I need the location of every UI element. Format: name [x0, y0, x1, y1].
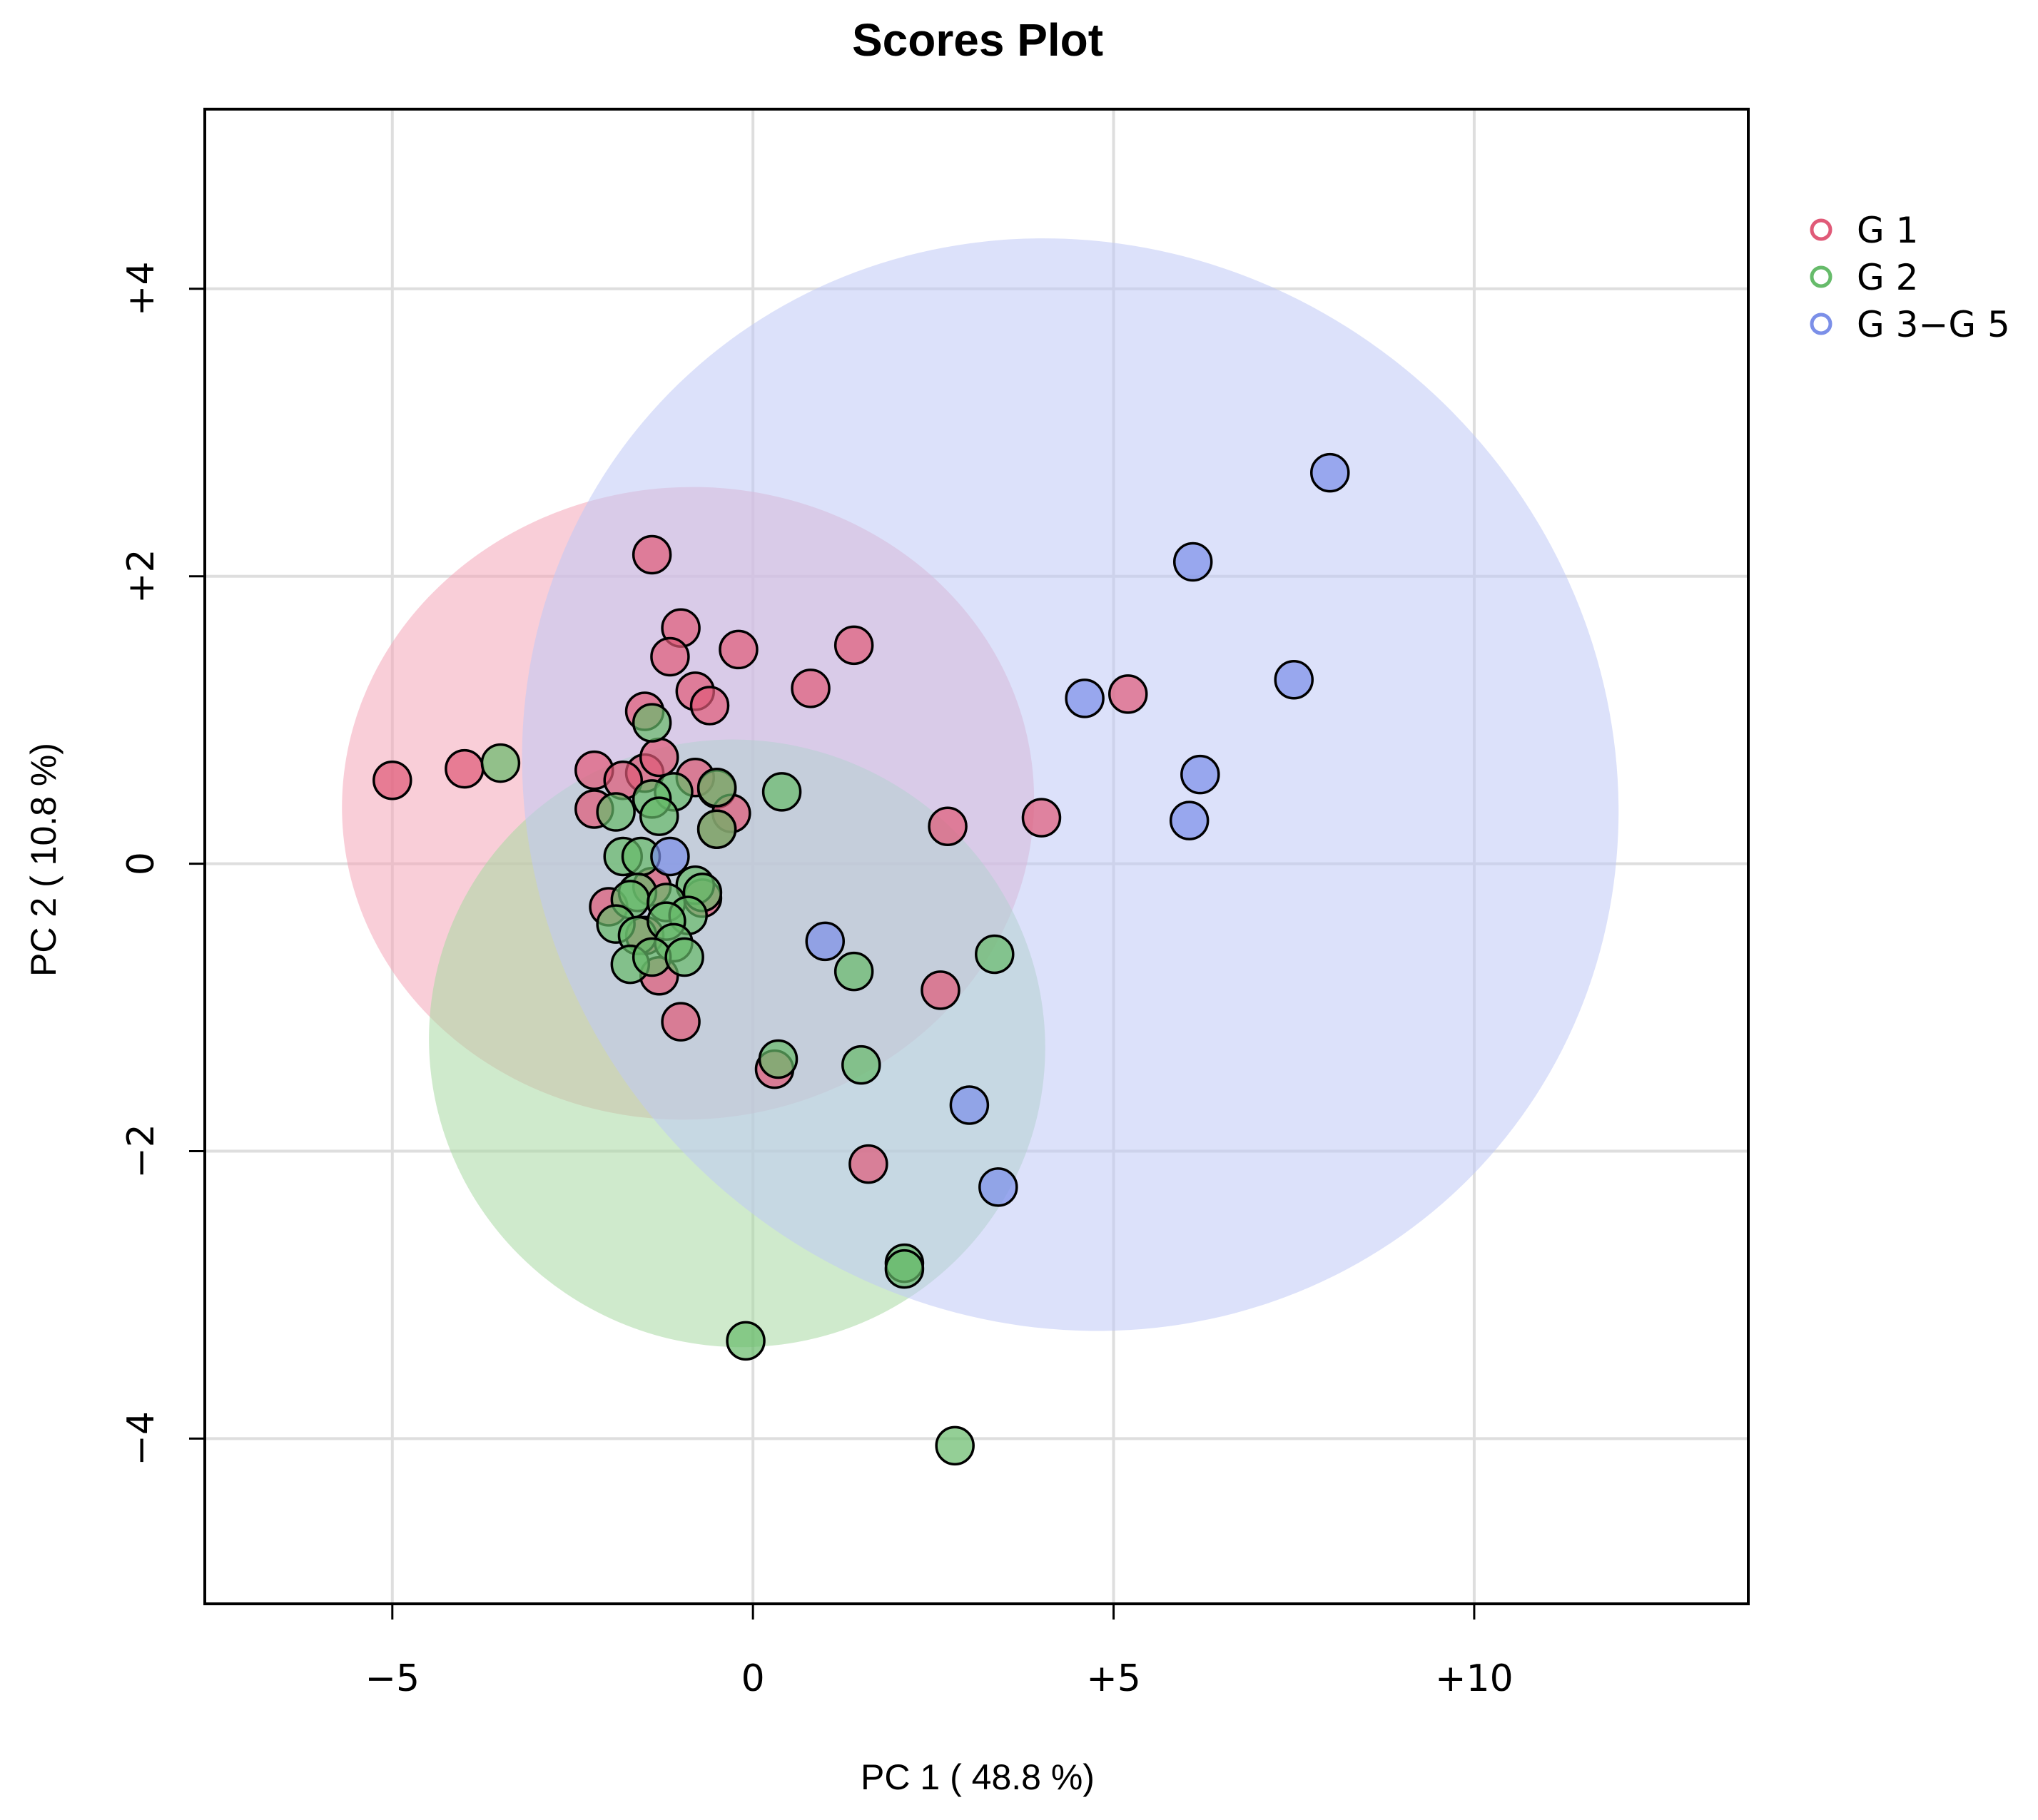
data-point: [726, 1321, 766, 1361]
confidence-ellipse: [522, 238, 1619, 1331]
data-point: [689, 686, 730, 726]
data-point: [758, 1039, 799, 1079]
data-point: [791, 668, 831, 708]
data-point: [1180, 754, 1220, 795]
data-point: [719, 629, 759, 670]
data-point: [639, 796, 679, 836]
data-point: [1065, 678, 1105, 718]
y-tick-label: −4: [120, 1411, 163, 1466]
y-tick-label: +2: [120, 549, 163, 604]
x-tick-label: +10: [1435, 1657, 1514, 1700]
confidence-ellipses: [342, 238, 1619, 1348]
plot-frame: [203, 108, 1750, 1605]
legend-marker: [1810, 312, 1832, 335]
data-point: [596, 792, 636, 832]
data-point: [921, 970, 960, 1010]
data-point: [650, 636, 690, 677]
x-tick-label: −5: [365, 1657, 420, 1700]
y-tick-label: 0: [120, 852, 163, 875]
data-point: [841, 1044, 881, 1085]
data-point: [833, 625, 874, 666]
data-point: [1274, 659, 1314, 700]
data-point: [935, 1425, 975, 1466]
data-point: [1021, 798, 1062, 838]
legend: G 1 G 2 G 3−G 5: [1810, 210, 2010, 345]
data-point: [480, 743, 521, 783]
data-point: [445, 748, 485, 789]
data-point: [639, 737, 679, 778]
chart-title: Scores Plot: [852, 14, 1103, 66]
legend-label: G 2: [1857, 257, 1918, 298]
legend-label: G 1: [1857, 210, 1918, 251]
legend-label: G 3−G 5: [1857, 304, 2010, 345]
data-point: [664, 937, 704, 977]
y-axis-title: PC 2 ( 10.8 %): [24, 743, 64, 977]
data-point: [978, 1167, 1018, 1207]
x-axis-title: PC 1 ( 48.8 %): [861, 1757, 1095, 1797]
data-point: [696, 809, 737, 849]
data-point: [949, 1085, 990, 1125]
data-point: [761, 772, 802, 812]
x-tick-label: +5: [1086, 1657, 1141, 1700]
axis-ticks: −5 0 +5 +10 −4 −2 0 +2 +4: [120, 261, 1514, 1700]
data-point: [805, 921, 845, 962]
data-point: [1172, 542, 1213, 582]
data-point: [975, 934, 1015, 975]
legend-marker: [1810, 265, 1832, 288]
data-point: [928, 806, 968, 846]
x-tick-label: 0: [741, 1657, 765, 1700]
data-point: [848, 1144, 888, 1184]
y-tick-label: +4: [120, 261, 163, 316]
data-point: [632, 703, 672, 743]
data-point: [650, 836, 690, 877]
data-point: [661, 1002, 701, 1042]
plot-area: [205, 109, 1748, 1604]
data-point: [1310, 452, 1350, 493]
data-point: [696, 768, 737, 808]
data-point: [632, 534, 672, 575]
y-tick-label: −2: [120, 1124, 163, 1179]
data-point: [884, 1249, 925, 1289]
data-point: [1169, 800, 1210, 840]
data-point: [372, 760, 412, 800]
data-point: [1108, 674, 1148, 714]
data-points: [372, 452, 1350, 1466]
data-point: [833, 951, 874, 992]
legend-marker: [1810, 218, 1832, 241]
